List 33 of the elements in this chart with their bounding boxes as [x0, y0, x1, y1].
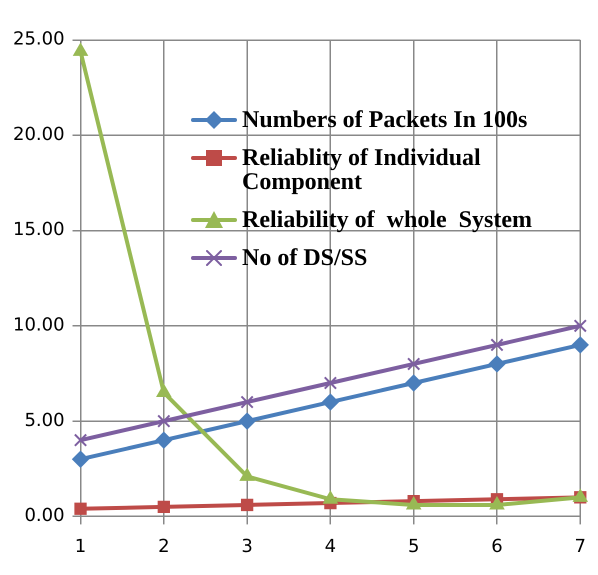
x-tick-label: 7	[574, 536, 586, 557]
point	[240, 498, 254, 512]
x-tick-label: 3	[241, 536, 253, 557]
point	[488, 355, 506, 372]
y-tick-label: 15.00	[13, 219, 65, 240]
point	[407, 357, 420, 371]
x-tick-label: 6	[491, 536, 503, 557]
point	[574, 319, 587, 332]
y-tick-label: 5.00	[24, 410, 65, 431]
point	[157, 414, 170, 428]
point	[74, 434, 88, 447]
point	[158, 500, 170, 514]
x-tick-label: 4	[324, 536, 336, 557]
y-tick-label: 20.00	[13, 124, 65, 145]
point	[155, 432, 172, 449]
legend-label: Reliability of whole System	[242, 207, 532, 233]
x-tick-label: 2	[158, 536, 170, 557]
legend-label: No of DS/SS	[242, 245, 368, 271]
point	[238, 412, 256, 430]
point	[240, 395, 254, 409]
point	[72, 450, 90, 468]
y-tick-label: 25.00	[13, 28, 65, 50]
point	[324, 376, 338, 390]
x-tick-label: 5	[408, 536, 420, 557]
y-tick-label: 10.00	[13, 314, 65, 336]
point	[405, 374, 422, 392]
point	[490, 338, 504, 352]
legend-label: Reliablity of Individual Component	[242, 145, 482, 195]
x-tick-label: 1	[74, 536, 86, 557]
legend-label: Numbers of Packets In 100s	[242, 107, 528, 133]
point	[572, 336, 589, 354]
point	[322, 394, 339, 411]
y-tick-label: 0.00	[24, 505, 65, 526]
